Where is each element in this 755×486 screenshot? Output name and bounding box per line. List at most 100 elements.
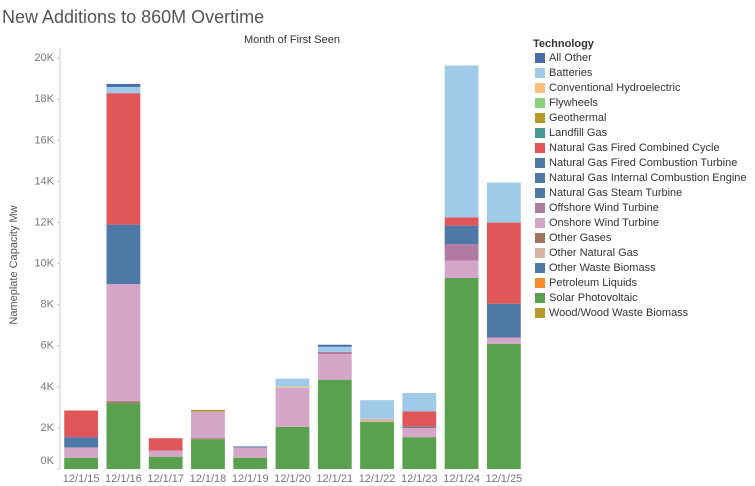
bar-segment xyxy=(64,437,99,448)
y-axis-label: Nameplate Capacity Mw xyxy=(8,205,20,324)
bar-segment xyxy=(64,457,99,469)
legend-swatch xyxy=(535,53,545,63)
bar-segment xyxy=(444,217,479,226)
bar-segment xyxy=(402,393,437,412)
bar-segment xyxy=(275,387,310,427)
bar-segment xyxy=(402,426,437,428)
legend-title: Technology xyxy=(533,38,595,50)
y-tick-label: 0K xyxy=(41,455,55,467)
y-tick-label: 4K xyxy=(41,381,55,393)
legend-label: Natural Gas Fired Combustion Turbine xyxy=(549,157,737,169)
legend-label: All Other xyxy=(549,52,592,64)
y-tick-label: 8K xyxy=(41,299,55,311)
bar-segment xyxy=(106,93,141,225)
y-tick-label: 6K xyxy=(41,340,55,352)
legend-swatch xyxy=(535,218,545,228)
legend-label: Flywheels xyxy=(549,97,598,109)
bar-segment xyxy=(275,426,310,469)
bar-segment xyxy=(191,438,225,440)
legend-label: Landfill Gas xyxy=(549,127,608,139)
bar-segment xyxy=(486,182,521,223)
bar-segment xyxy=(191,439,225,469)
x-tick-label: 12/1/15 xyxy=(63,473,100,485)
legend-label: Other Natural Gas xyxy=(549,247,639,259)
legend-swatch xyxy=(535,278,545,288)
legend-swatch xyxy=(535,248,545,258)
legend-swatch xyxy=(535,98,545,108)
legend-label: Natural Gas Fired Combined Cycle xyxy=(549,142,720,154)
bar-segment xyxy=(444,225,479,245)
bar-segment xyxy=(360,400,394,419)
bar-segment xyxy=(64,447,99,458)
legend-swatch xyxy=(535,188,545,198)
legend-label: Wood/Wood Waste Biomass xyxy=(549,307,689,319)
legend-swatch xyxy=(535,143,545,153)
bar-segment xyxy=(106,87,141,94)
legend-swatch xyxy=(535,293,545,303)
bar-segment xyxy=(106,83,141,88)
bar-segment xyxy=(486,337,521,344)
bar-segment xyxy=(444,260,479,279)
x-tick-label: 12/1/20 xyxy=(274,473,311,485)
x-tick-label: 12/1/16 xyxy=(105,473,142,485)
legend-label: Other Gases xyxy=(549,232,612,244)
bar-segment xyxy=(360,418,394,422)
bar-segment xyxy=(317,351,352,354)
legend-label: Geothermal xyxy=(549,112,606,124)
y-tick-label: 16K xyxy=(34,134,54,146)
x-tick-label: 12/1/23 xyxy=(401,473,438,485)
bar-segment xyxy=(317,379,352,469)
bar-segment xyxy=(233,457,268,469)
x-tick-label: 12/1/17 xyxy=(147,473,184,485)
x-tick-label: 12/1/19 xyxy=(232,473,269,485)
y-tick-label: 20K xyxy=(34,52,54,64)
legend-swatch xyxy=(535,173,545,183)
x-tick-label: 12/1/24 xyxy=(443,473,480,485)
legend-swatch xyxy=(535,158,545,168)
bar-segment xyxy=(64,410,99,438)
bar-segment xyxy=(191,411,225,439)
y-tick-label: 2K xyxy=(41,422,55,434)
legend-label: Petroleum Liquids xyxy=(549,277,638,289)
legend-label: Solar Photovoltaic xyxy=(549,292,638,304)
y-tick-label: 18K xyxy=(34,93,54,105)
bar-segment xyxy=(233,446,268,448)
bar-segment xyxy=(148,450,183,457)
bar-segment xyxy=(402,427,437,438)
bar-segment xyxy=(148,438,183,451)
legend-label: Onshore Wind Turbine xyxy=(549,217,659,229)
bar-segment xyxy=(317,353,352,380)
legend-swatch xyxy=(535,233,545,243)
legend-label: Other Waste Biomass xyxy=(549,262,656,274)
x-tick-label: 12/1/25 xyxy=(486,473,523,485)
x-tick-label: 12/1/22 xyxy=(359,473,396,485)
bar-segment xyxy=(106,403,141,469)
y-tick-label: 12K xyxy=(34,216,54,228)
bar-segment xyxy=(317,344,352,347)
legend-label: Offshore Wind Turbine xyxy=(549,202,659,214)
legend-label: Natural Gas Internal Combustion Engine xyxy=(549,172,747,184)
chart-subtitle: Month of First Seen xyxy=(244,34,340,46)
bar-segment xyxy=(275,378,310,387)
legend-label: Batteries xyxy=(549,67,593,79)
y-tick-label: 14K xyxy=(34,175,54,187)
bar-segment xyxy=(106,401,141,404)
legend-swatch xyxy=(535,128,545,138)
bar-segment xyxy=(148,456,183,469)
chart-title: New Additions to 860M Overtime xyxy=(2,7,264,27)
bar-segment xyxy=(106,284,141,402)
bar-segment xyxy=(106,224,141,285)
bar-segment xyxy=(444,65,479,218)
legend-swatch xyxy=(535,308,545,318)
bar-segment xyxy=(444,244,479,261)
bar-segment xyxy=(402,437,437,469)
bar-segment xyxy=(486,222,521,304)
legend-swatch xyxy=(535,263,545,273)
bar-segment xyxy=(233,447,268,458)
legend-swatch xyxy=(535,203,545,213)
bar-segment xyxy=(444,278,479,469)
bar-segment xyxy=(191,409,225,412)
x-tick-label: 12/1/21 xyxy=(316,473,353,485)
bar-segment xyxy=(360,421,394,469)
